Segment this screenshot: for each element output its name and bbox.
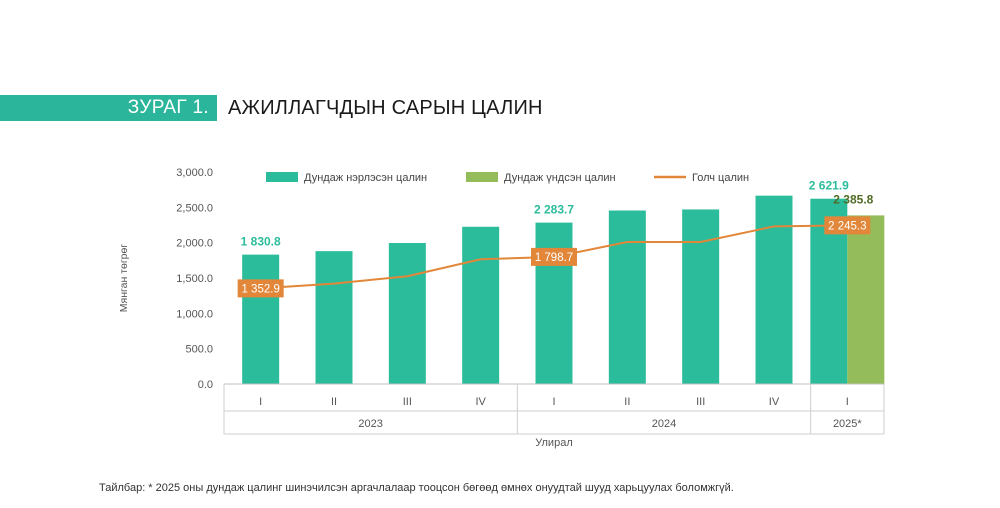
- bar-nominal: [315, 251, 353, 384]
- x-axis-label: Улирал: [535, 437, 572, 449]
- bar-nominal: [608, 210, 646, 384]
- x-tick-label: I: [552, 396, 555, 408]
- x-group-label: 2024: [652, 418, 676, 430]
- legend-label-nominal: Дундаж нэрлэсэн цалин: [304, 172, 427, 184]
- data-label-box-median: [237, 279, 284, 298]
- x-tick-label: IV: [475, 396, 486, 408]
- data-label-nominal: 2 621.9: [809, 179, 849, 193]
- bar-nominal: [535, 222, 573, 384]
- x-group-label: 2023: [358, 418, 382, 430]
- data-label-box-median: [824, 216, 871, 235]
- bar-nominal: [462, 226, 500, 384]
- x-tick-label: III: [403, 396, 412, 408]
- y-tick-label: 0.0: [198, 379, 213, 391]
- x-tick-label: I: [846, 396, 849, 408]
- bar-nominal: [755, 195, 793, 384]
- data-label-median: 1 798.7: [535, 252, 573, 264]
- figure-label: ЗУРАГ 1.: [127, 97, 209, 118]
- bar-nominal: [388, 243, 426, 384]
- x-tick-label: I: [259, 396, 262, 408]
- x-tick-label: II: [624, 396, 630, 408]
- figure-title: АЖИЛЛАГЧДЫН САРЫН ЦАЛИН: [228, 97, 543, 119]
- bar-nominal: [242, 254, 280, 384]
- legend-swatch-nominal: [266, 172, 298, 182]
- bar-nominal: [682, 209, 720, 384]
- data-label-basic: 2 385.8: [833, 192, 873, 206]
- data-label-median: 2 245.3: [828, 220, 866, 232]
- x-tick-label: III: [696, 396, 705, 408]
- x-tick-label: II: [331, 396, 337, 408]
- legend-label-median: Голч цалин: [692, 172, 749, 184]
- y-tick-label: 1,000.0: [176, 308, 213, 320]
- y-tick-label: 2,500.0: [176, 202, 213, 214]
- legend-label-basic: Дундаж үндсэн цалин: [504, 172, 616, 184]
- y-axis-label: Мянган төгрөг: [118, 244, 130, 313]
- footnote: Тайлбар: * 2025 оны дундаж цалинг шинэчи…: [99, 482, 734, 494]
- legend-swatch-basic: [466, 172, 498, 182]
- data-label-nominal: 1 830.8: [241, 235, 281, 249]
- y-tick-label: 1,500.0: [176, 273, 213, 285]
- x-tick-label: IV: [769, 396, 780, 408]
- data-label-box-median: [531, 247, 577, 266]
- data-label-median: 1 352.9: [241, 283, 279, 295]
- figure-label-band: ЗУРАГ 1.: [0, 95, 217, 121]
- y-tick-label: 500.0: [185, 344, 213, 356]
- data-label-nominal: 2 283.7: [534, 203, 574, 217]
- bar-basic: [847, 215, 885, 384]
- y-tick-label: 2,000.0: [176, 238, 213, 250]
- x-group-label: 2025*: [833, 418, 862, 430]
- y-tick-label: 3,000.0: [176, 167, 213, 179]
